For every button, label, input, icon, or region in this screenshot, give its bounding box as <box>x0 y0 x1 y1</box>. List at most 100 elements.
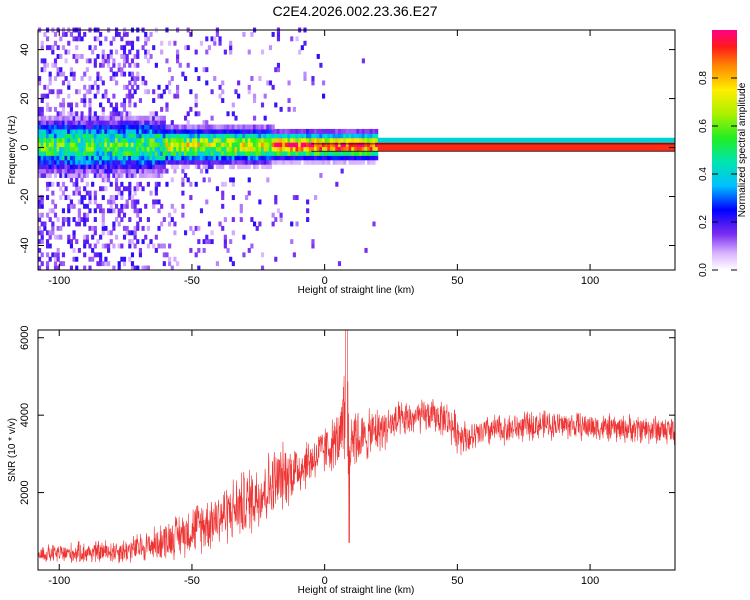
spectrogram-cell <box>311 137 315 143</box>
spectrogram-cell <box>152 203 156 209</box>
spectrogram-cell <box>191 159 196 165</box>
spectrogram-cell <box>114 181 119 187</box>
spectrogram-cell <box>130 203 135 209</box>
spectrogram-cell <box>361 159 365 165</box>
spectrogram-cell <box>96 89 100 95</box>
spectrogram-cell <box>621 146 626 152</box>
spectrogram-cell <box>43 58 47 64</box>
spectrogram-cell <box>173 124 177 130</box>
spectrogram-cell <box>117 133 121 139</box>
spectrogram-cell <box>80 195 84 200</box>
spectrogram-cell <box>486 146 490 152</box>
spectrogram-cell <box>332 128 336 134</box>
spectrogram-cell <box>128 159 132 165</box>
spectrogram-cell <box>290 133 294 139</box>
spectrogram-cell <box>173 221 177 227</box>
spectrogram-cell <box>268 137 273 143</box>
spectrogram-cell <box>91 84 95 90</box>
spectrogram-cell <box>199 137 204 143</box>
spectrogram-cell <box>635 137 639 143</box>
spectrogram-cell <box>332 142 336 148</box>
spectrogram-cell <box>266 142 270 148</box>
spectrogram-cell <box>99 186 103 192</box>
spectrogram-cell <box>223 133 227 139</box>
spectrogram-cell <box>515 142 519 148</box>
spectrogram-cell <box>144 203 148 209</box>
spectrogram-cell <box>154 173 158 178</box>
spectrogram-cell <box>359 137 363 143</box>
spectrogram-cell <box>348 146 352 152</box>
spectrogram-cell <box>364 146 368 152</box>
spectrogram-cell <box>130 164 135 170</box>
spectrogram-cell <box>202 146 206 152</box>
spectrogram-cell <box>144 173 148 178</box>
spectrogram-cell <box>260 150 265 156</box>
spectrogram-cell <box>282 159 286 165</box>
spectrogram-cell <box>85 67 89 73</box>
spectrogram-cell <box>189 225 193 231</box>
spectrogram-cell <box>322 146 326 152</box>
spectrogram-cell <box>664 146 668 152</box>
spectrogram-cell <box>300 128 304 134</box>
spectrogram-cell <box>213 124 217 130</box>
spectrogram-cell <box>122 256 127 262</box>
spectrogram-cell <box>128 256 132 262</box>
x-tick-label: -100 <box>48 275 70 287</box>
spectrogram-cell <box>61 155 66 161</box>
spectrogram-cell <box>38 212 42 218</box>
spectrogram-cell <box>152 120 156 126</box>
spectrogram-cell <box>122 84 127 90</box>
spectrogram-cell <box>460 142 464 148</box>
spectrogram-cell <box>154 155 158 161</box>
spectrogram-cell <box>125 58 129 64</box>
spectrogram-cell <box>343 133 347 139</box>
spectrogram-cell <box>290 159 294 165</box>
spectrogram-cell <box>205 128 209 134</box>
spectrogram-cell <box>91 155 95 161</box>
spectrogram-cell <box>112 168 116 174</box>
spectrogram-cell <box>56 181 60 187</box>
spectrogram-cell <box>160 93 164 99</box>
spectrogram-cell <box>114 159 119 165</box>
spectrogram-cell <box>337 142 342 148</box>
spectrogram-cell <box>43 173 47 178</box>
spectrogram-cell <box>661 146 665 152</box>
spectrogram-cell <box>311 133 315 139</box>
spectrogram-cell <box>114 49 119 55</box>
spectrogram-cell <box>292 128 296 134</box>
spectrogram-cell <box>96 76 100 81</box>
spectrogram-cell <box>271 128 275 134</box>
spectrogram-cell <box>611 137 615 143</box>
spectrogram-cell <box>93 128 97 134</box>
spectrogram-cell <box>45 164 50 170</box>
spectrogram-cell <box>303 133 307 139</box>
spectrogram-cell <box>160 49 164 55</box>
spectrogram-cell <box>125 137 129 143</box>
spectrogram-cell <box>460 137 464 143</box>
spectrogram-cell <box>215 146 219 152</box>
spectrogram-cell <box>600 137 604 143</box>
spectrogram-cell <box>176 159 180 165</box>
spectrogram-cell <box>59 124 63 130</box>
spectrogram-cell <box>128 146 132 152</box>
spectrogram-cell <box>128 168 132 174</box>
spectrogram-cell <box>284 133 288 139</box>
spectrogram-cell <box>237 128 241 134</box>
spectrogram-cell <box>40 155 44 161</box>
spectrogram-cell <box>107 155 111 161</box>
spectrogram-cell <box>45 84 50 90</box>
spectrogram-cell <box>513 146 517 152</box>
spectrogram-cell <box>141 133 145 139</box>
spectrogram-cell <box>144 137 148 143</box>
spectrogram-cell <box>101 177 105 183</box>
spectrogram-cell <box>38 133 42 139</box>
spectrogram-cell <box>231 155 235 161</box>
spectrogram-cell <box>83 173 87 178</box>
spectrogram-cell <box>75 221 79 227</box>
spectrogram-cell <box>308 150 312 156</box>
spectrogram-cell <box>138 217 143 223</box>
spectrogram-cell <box>51 62 55 68</box>
spectrogram-cell <box>88 199 92 205</box>
spectrogram-cell <box>157 115 161 121</box>
spectrogram-cell <box>242 146 246 152</box>
